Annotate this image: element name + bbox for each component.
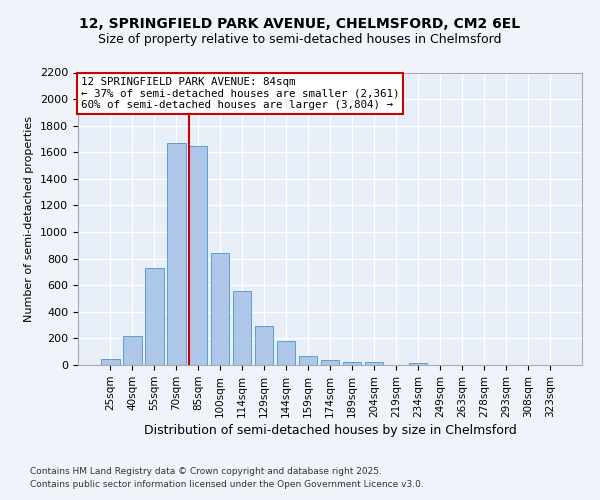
Bar [145, 268, 164, 365]
Bar [101, 359, 119, 365]
Text: 12, SPRINGFIELD PARK AVENUE, CHELMSFORD, CM2 6EL: 12, SPRINGFIELD PARK AVENUE, CHELMSFORD,… [79, 18, 521, 32]
Bar [409, 363, 427, 365]
X-axis label: Distribution of semi-detached houses by size in Chelmsford: Distribution of semi-detached houses by … [143, 424, 517, 437]
Text: Contains HM Land Registry data © Crown copyright and database right 2025.: Contains HM Land Registry data © Crown c… [30, 467, 382, 476]
Text: Contains public sector information licensed under the Open Government Licence v3: Contains public sector information licen… [30, 480, 424, 489]
Bar [320, 360, 340, 365]
Text: Size of property relative to semi-detached houses in Chelmsford: Size of property relative to semi-detach… [98, 32, 502, 46]
Bar [299, 356, 317, 365]
Bar [277, 341, 295, 365]
Bar [365, 362, 383, 365]
Bar [167, 143, 185, 365]
Bar [189, 146, 208, 365]
Bar [233, 290, 251, 365]
Y-axis label: Number of semi-detached properties: Number of semi-detached properties [25, 116, 34, 322]
Text: 12 SPRINGFIELD PARK AVENUE: 84sqm
← 37% of semi-detached houses are smaller (2,3: 12 SPRINGFIELD PARK AVENUE: 84sqm ← 37% … [80, 77, 399, 110]
Bar [343, 362, 361, 365]
Bar [123, 336, 142, 365]
Bar [211, 254, 229, 365]
Bar [255, 326, 274, 365]
